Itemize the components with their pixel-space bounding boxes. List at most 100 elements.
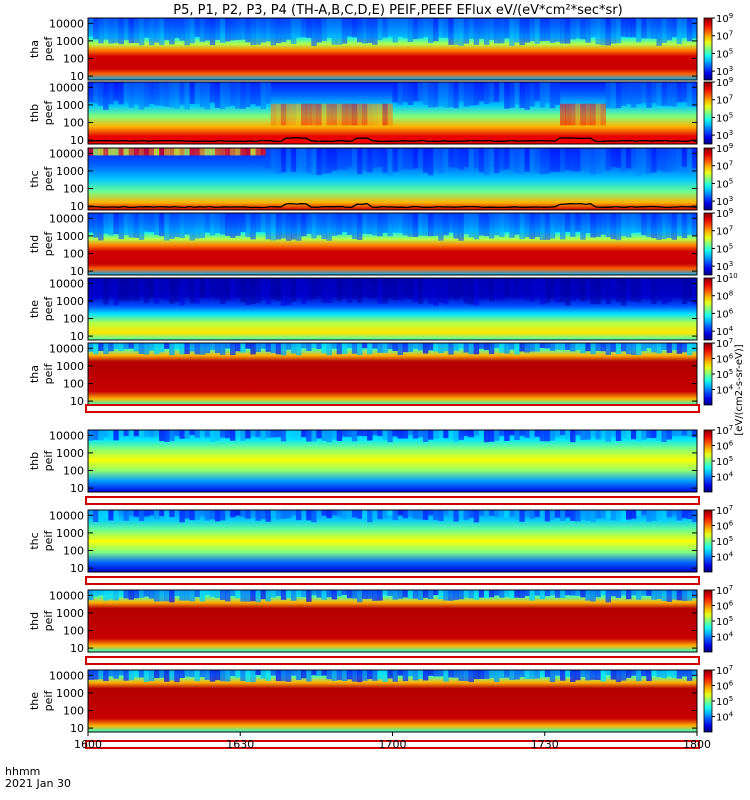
spectrogram-column [367,278,373,299]
spectrogram-column [448,18,454,45]
spectrogram-column [372,343,378,349]
spectrogram-column [362,278,368,297]
spectrogram-column [519,343,525,352]
spectrogram-column [478,430,485,439]
spectrogram-column [184,430,190,439]
spectrogram-column [245,278,251,306]
spectrogram-column [691,148,698,169]
spectrogram-column [164,213,170,241]
spectrogram-column [392,213,398,233]
spectrogram-column [620,430,627,439]
spectrogram-column [605,590,611,603]
spectrogram-column [641,82,647,103]
spectrogram-column [478,590,485,598]
spectrogram-column [575,590,581,596]
x-tick-label: 1700 [379,738,407,751]
spectrogram-column [179,278,185,306]
spectrogram-column [686,590,693,601]
spectrogram-column [686,510,693,519]
spectrogram-column [443,510,449,516]
spectrogram-column [240,213,246,232]
spectrogram-column [488,148,495,174]
colorbar-tick-label: 107 [716,160,733,173]
spectrogram-column [235,430,241,436]
spectrogram-column [270,278,277,300]
spectrogram-column [265,82,271,104]
spectrogram-column [220,148,226,156]
spectrogram-column [174,82,180,109]
x-axis: 1600 1630 1700 1730 1800 [74,732,711,751]
spectrogram-column [164,278,170,301]
spectrogram-column [230,148,236,156]
spectrogram-column [260,148,266,156]
spectrogram-column [113,510,119,522]
spectrogram-column [681,213,688,239]
spectrogram-column [641,148,647,175]
spectrogram-column [225,590,231,602]
spectrogram-column [372,213,378,236]
spectrogram-column [138,430,145,438]
spectrogram-column [341,18,348,44]
spectrogram-column [554,430,561,437]
spectrogram-column [220,18,226,43]
spectrogram-column [128,430,134,440]
spectrogram-column [494,590,500,596]
spectrogram-column [250,590,256,602]
spectrogram-column [499,343,505,353]
spectrogram-column [189,510,195,521]
spectrogram-column [412,213,419,237]
spectrogram-column [143,510,150,517]
spectrogram-column [422,510,429,520]
spectrogram-column [133,213,140,238]
spectrogram-column [560,343,566,350]
spectrogram-column [204,343,211,354]
spectrogram-column [473,213,480,240]
spectrogram-column [615,670,622,683]
spectrogram-column [209,82,216,103]
colorbar-tick-label: 106 [716,520,734,533]
y-tick-label: 1000 [56,230,84,243]
spectrogram-column [275,148,282,174]
spectrogram-column [118,148,124,156]
spectrogram-column [311,590,317,596]
spectrogram-column [514,343,520,355]
spectrogram-column [387,18,393,37]
panel-frame [87,429,698,493]
spectrogram-column [331,430,337,440]
spectrogram-column [362,103,368,126]
spectrogram-column [321,278,327,303]
spectrogram-column [103,670,109,681]
spectrogram-column [159,18,165,46]
spectrogram-column [590,590,596,602]
spectrogram-column [494,82,500,102]
spectrogram-column [580,103,586,126]
spectrogram-column [524,343,530,353]
spectrogram-column [179,590,185,601]
spectrogram-column [209,18,216,46]
spectrogram-column [605,18,611,46]
spectrogram-column [443,278,449,305]
spectrogram-column [483,82,490,104]
spectrogram-column [646,213,652,237]
panel-separator [85,656,700,665]
spectrogram-column [666,82,672,107]
spectrogram-column [199,590,206,602]
spectrogram-column [656,510,662,520]
spectrogram-column [321,510,327,516]
spectrogram-column [600,213,606,235]
spectrogram-column [331,278,337,299]
spectrogram-column [691,510,698,523]
spectrogram-column [402,510,409,519]
spectrogram-column [270,148,277,171]
spectrogram-column [620,670,627,681]
spectrogram-column [560,103,566,126]
spectrogram-column [468,590,474,599]
spectrogram-column [143,18,150,38]
spectrogram-column [499,213,505,237]
spectrogram-column [407,82,414,106]
spectrogram-column [93,343,99,355]
spectrogram-column [463,213,469,234]
spectrogram-column [666,670,672,677]
spectrogram-column [641,430,647,440]
